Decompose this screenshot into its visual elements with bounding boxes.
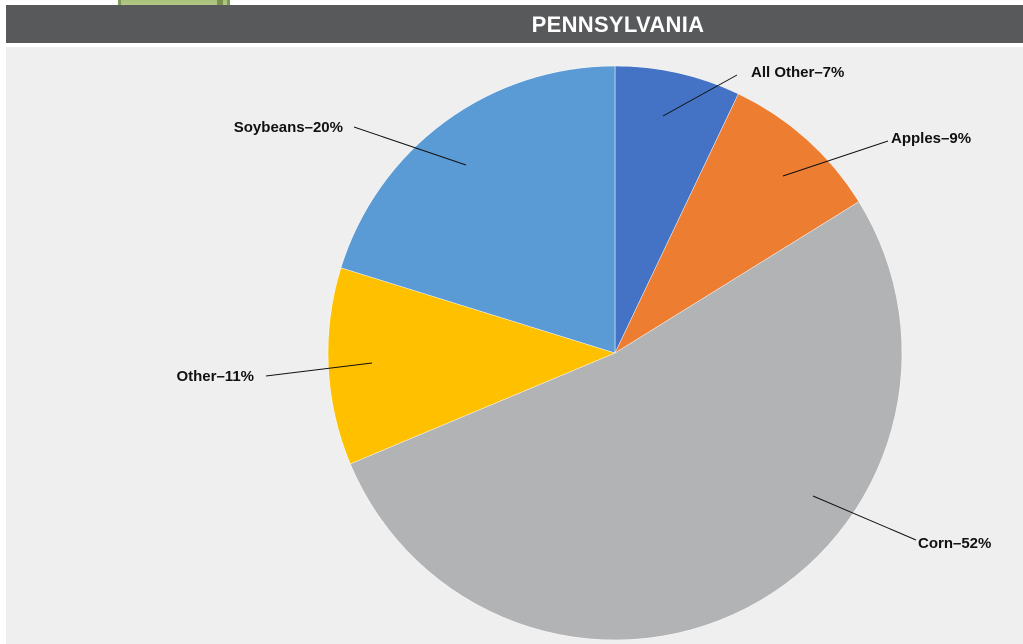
slice-label-apples: Apples–9% xyxy=(891,130,971,147)
leader-line-other xyxy=(265,362,373,377)
pie-labels: All Other–7% Apples–9% Corn–52% Other–11% So… xyxy=(176,64,991,552)
pie-slice-apples xyxy=(614,93,860,354)
slice-label-all-other: All Other–7% xyxy=(751,64,844,81)
page-title: PENNSYLVANIA xyxy=(531,12,705,37)
pie-slice-corn xyxy=(349,201,903,641)
pie-slices xyxy=(327,65,903,641)
slice-label-corn: Corn–52% xyxy=(918,535,991,552)
leader-line-corn xyxy=(812,495,917,541)
leader-line-all-other xyxy=(662,74,738,117)
leader-line-apples xyxy=(782,140,889,177)
slice-label-soybeans: Soybeans–20% xyxy=(234,119,343,136)
header-bar xyxy=(6,5,1023,43)
pie-slice-all-other xyxy=(614,65,739,354)
slice-label-other: Other–11% xyxy=(176,368,254,385)
pie-chart: All Other–7% Apples–9% Corn–52% Other–11% So… xyxy=(176,64,991,641)
pie-slice-soybeans xyxy=(340,65,616,354)
chart-panel: All Other–7% Apples–9% Corn–52% Other–11% So… xyxy=(6,47,1023,644)
pie-slice-other xyxy=(327,267,616,465)
leader-line-soybeans xyxy=(353,126,467,166)
